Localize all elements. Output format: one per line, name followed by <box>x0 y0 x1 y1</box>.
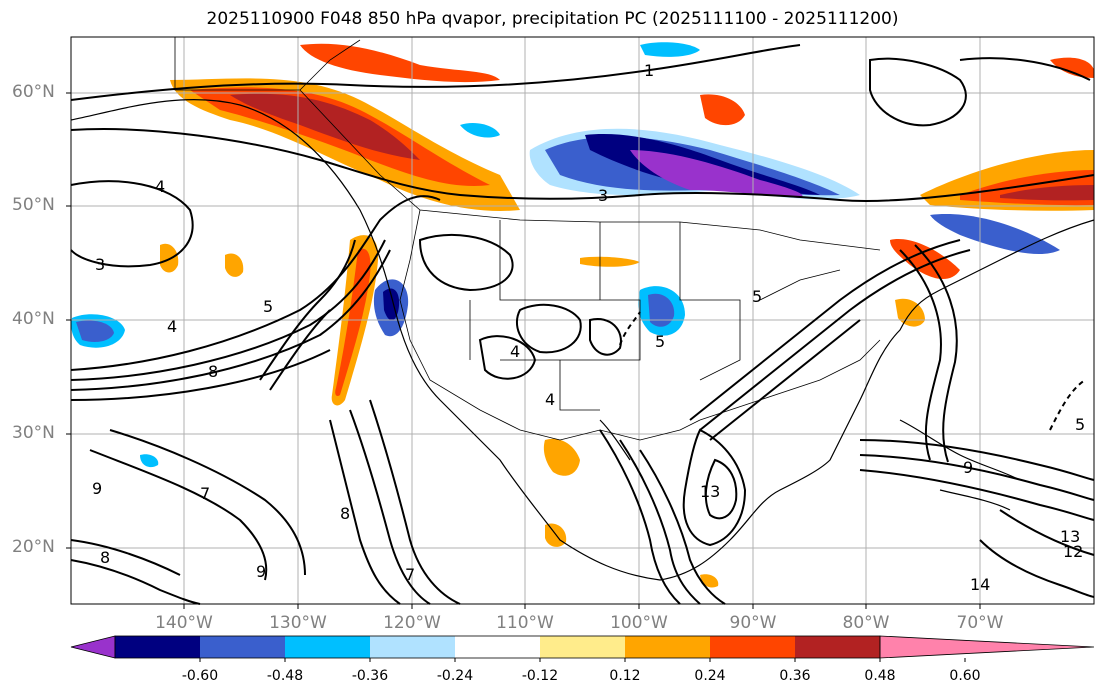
lon-label-100w: 100°W <box>610 613 668 633</box>
lon-label-90w: 90°W <box>729 613 777 633</box>
contour-label: 4 <box>167 317 177 336</box>
contours-dashed <box>619 311 1086 431</box>
colorbar-extend-high <box>879 635 1095 659</box>
contour-label: 9 <box>92 479 102 498</box>
lon-label-80w: 80°W <box>842 613 890 633</box>
contour-label: 8 <box>340 504 350 523</box>
contour-label: 7 <box>405 565 415 584</box>
colorbar-segment <box>795 636 880 658</box>
colorbar-label: -0.48 <box>266 668 304 684</box>
colorbar-extend-low <box>70 635 116 659</box>
colorbar-label: 0.60 <box>949 668 981 684</box>
graticule <box>71 37 1094 604</box>
contour-label: 8 <box>100 548 110 567</box>
colorbar-segment <box>115 636 200 658</box>
colorbar-label: 0.12 <box>609 668 641 684</box>
colorbar-segment <box>285 636 370 658</box>
lon-label-130w: 130°W <box>269 613 327 633</box>
contour-label: 14 <box>970 575 990 594</box>
lat-label-30n: 30°N <box>12 423 55 443</box>
contour-label: 5 <box>1075 415 1085 434</box>
contour-label: 7 <box>200 484 210 503</box>
boundaries <box>174 37 881 441</box>
contour-label-group: 1 3 3 4 4 4 4 5 5 5 5 7 7 8 8 8 9 9 9 12… <box>92 61 1085 594</box>
map-title: 2025110900 F048 850 hPa qvapor, precipit… <box>206 9 899 29</box>
contour-label: 4 <box>510 342 520 361</box>
contour-label: 8 <box>208 362 218 381</box>
contour-label: 4 <box>545 390 555 409</box>
lat-label-20n: 20°N <box>12 537 55 557</box>
contour-label: 5 <box>752 287 762 306</box>
coastlines <box>70 99 1095 581</box>
contour-label: 4 <box>155 177 165 196</box>
colorbar-label: -0.60 <box>181 668 219 684</box>
lon-label-140w: 140°W <box>155 613 213 633</box>
contour-label: 13 <box>700 482 720 501</box>
contour-label: 9 <box>963 458 973 477</box>
contour-label: 12 <box>1063 542 1083 561</box>
contour-label: 1 <box>644 61 654 80</box>
lat-label-60n: 60°N <box>12 82 55 102</box>
colorbar-segment <box>625 636 710 658</box>
lat-label-40n: 40°N <box>12 309 55 329</box>
colorbar-label: -0.12 <box>521 668 559 684</box>
contour-label: 13 <box>1060 527 1080 546</box>
contour-label: 5 <box>655 332 665 351</box>
lat-label-50n: 50°N <box>12 195 55 215</box>
colorbar-label: 0.36 <box>779 668 811 684</box>
colorbar-label: 0.48 <box>864 668 896 684</box>
contours <box>70 44 1095 605</box>
colorbar-segment <box>370 636 455 658</box>
lon-label-70w: 70°W <box>956 613 1004 633</box>
contour-label: 5 <box>263 297 273 316</box>
contour-label: 3 <box>598 186 608 205</box>
colorbar-label: -0.36 <box>351 668 389 684</box>
ticks <box>66 92 981 609</box>
lon-label-120w: 120°W <box>383 613 441 633</box>
colorbar-label: -0.24 <box>436 668 474 684</box>
lon-label-110w: 110°W <box>496 613 554 633</box>
colorbar-outline <box>114 635 881 659</box>
colorbar-segment <box>540 636 625 658</box>
colorbar-segment <box>455 636 540 658</box>
colorbar-label: 0.24 <box>694 668 726 684</box>
contour-label: 9 <box>256 562 266 581</box>
colorbar <box>70 635 1095 662</box>
contour-label: 3 <box>95 255 105 274</box>
colorbar-segment <box>710 636 795 658</box>
colorbar-segment <box>200 636 285 658</box>
